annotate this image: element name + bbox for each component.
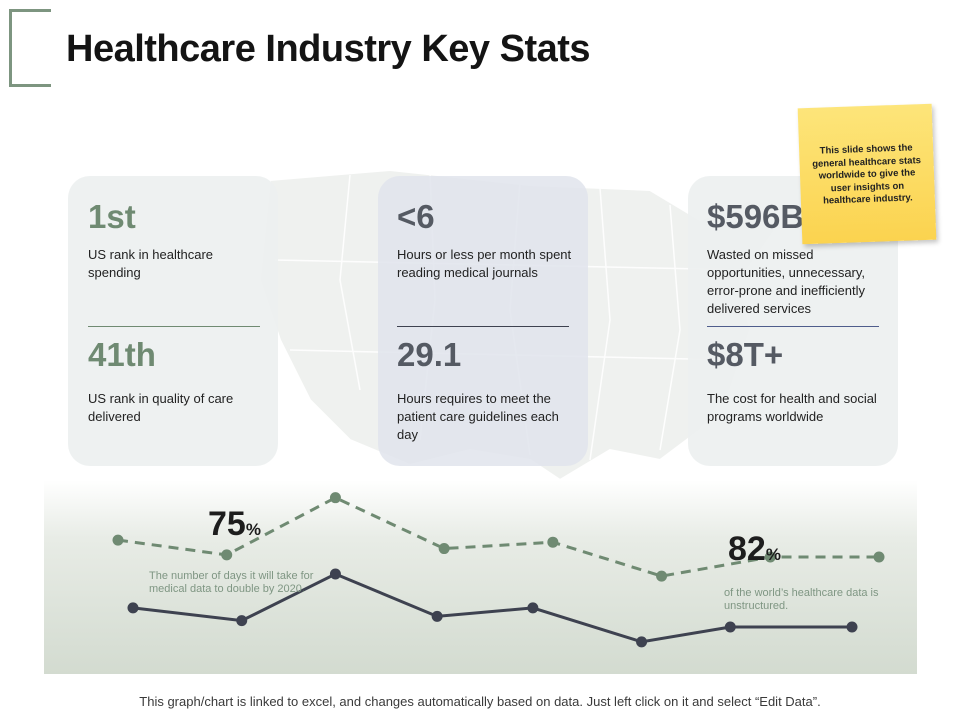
page-title: Healthcare Industry Key Stats	[66, 28, 591, 70]
stat-value-care-hours: 29.1	[397, 336, 462, 373]
title-bracket-decoration	[9, 9, 51, 87]
stat-label-us-spending-rank: US rank in healthcare spending	[88, 247, 214, 280]
stat-label-global-cost: The cost for health and social programs …	[707, 391, 877, 424]
series-1-point-2	[221, 549, 233, 561]
card-1-divider	[88, 326, 260, 327]
stat-value-wasted-amount: $596B	[707, 198, 805, 235]
series-2-point-7	[724, 621, 736, 633]
callout-75-unit: %	[245, 520, 261, 539]
series-1-point-1	[112, 534, 124, 546]
series-2-point-4	[431, 610, 443, 622]
series-2-point-6	[636, 636, 648, 648]
stat-value-reading-hours: <6	[397, 198, 435, 235]
series-2-point-5	[527, 602, 539, 614]
series-2-point-3	[329, 568, 341, 580]
series-1-point-6	[656, 570, 668, 582]
chart-band-background	[44, 480, 917, 674]
callout-75-percent: 75%	[208, 505, 261, 544]
callout-82-caption: of the world’s healthcare data is unstru…	[724, 587, 879, 612]
series-1-point-4	[438, 543, 450, 555]
series-1-point-3	[329, 492, 341, 504]
callout-75-value: 75	[208, 505, 246, 543]
stat-label-care-hours: Hours requires to meet the patient care …	[397, 391, 559, 442]
stat-card-2	[378, 176, 588, 466]
callout-75-caption: The number of days it will take for medi…	[149, 570, 314, 595]
series-2-point-2	[236, 615, 248, 627]
stat-label-reading-hours: Hours or less per month spent reading me…	[397, 247, 572, 280]
stat-value-quality-rank: 41th	[88, 336, 156, 373]
card-2-divider	[397, 326, 569, 327]
series-line-1	[117, 496, 879, 578]
stat-label-wasted-amount: Wasted on missed opportunities, unnecess…	[707, 247, 866, 316]
series-2-point-1	[127, 602, 139, 614]
stat-card-1	[68, 176, 278, 466]
callout-82-value: 82	[728, 530, 766, 568]
stat-value-global-cost: $8T+	[707, 336, 784, 373]
series-1-point-5	[547, 536, 559, 548]
series-1-point-7	[764, 551, 776, 563]
footer-note: This graph/chart is linked to excel, and…	[139, 694, 821, 709]
series-1-point-8	[873, 551, 885, 563]
callout-82-unit: %	[765, 545, 781, 564]
card-3-divider	[707, 326, 879, 327]
callout-82-percent: 82%	[728, 530, 781, 569]
stat-label-quality-rank: US rank in quality of care delivered	[88, 391, 234, 424]
stat-value-us-spending-rank: 1st	[88, 198, 136, 235]
series-line-2	[132, 572, 852, 644]
series-2-point-8	[846, 621, 858, 633]
